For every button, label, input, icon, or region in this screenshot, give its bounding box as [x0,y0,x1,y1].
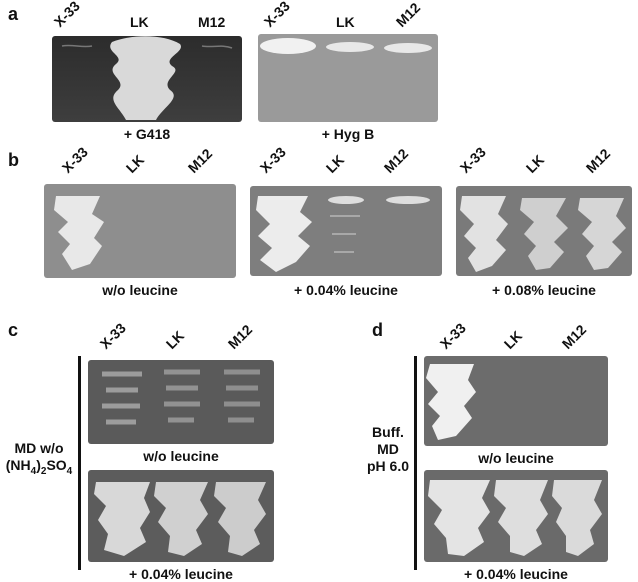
medium-line-3: pH 6.0 [366,458,409,474]
caption-g418: + G418 [123,126,171,142]
plate-hygb [258,34,438,122]
medium-line-2: MD [377,441,399,457]
strain-label-x33: X-33 [96,319,129,352]
strain-label-lk: LK [336,14,355,30]
strain-label-m12: M12 [392,0,424,30]
strain-label-x33: X-33 [456,143,489,176]
caption: w/o leucine [102,282,178,298]
plate-hygb-photo [258,34,438,122]
plate-g418-photo [52,36,242,122]
strain-label-lk: LK [322,151,348,176]
caption: w/o leucine [478,450,554,466]
strain-label-x33: X-33 [256,143,289,176]
panel-label-a: a [8,4,19,24]
strain-label-lk: LK [130,14,149,30]
caption: w/o leucine [143,448,219,464]
strain-label-lk: LK [500,327,526,352]
medium-line-1: MD w/o [14,440,64,456]
plate-b-no-leucine [44,184,236,278]
plate-photo [424,470,608,562]
strain-label-lk: LK [522,151,548,176]
strain-label-m12: M12 [558,321,590,352]
panel-d-divider [414,356,417,570]
strain-label-x33: X-33 [58,143,91,176]
medium-line-1: Buff. [372,424,404,440]
plate-photo [44,184,236,278]
plate-photo [424,356,608,446]
caption-hygb: + Hyg B [321,126,375,142]
plate-g418 [52,36,242,122]
caption: + 0.04% leucine [464,566,568,582]
strain-label-m12: M12 [582,145,614,176]
caption: + 0.08% leucine [492,282,596,298]
plate-b-004-leucine [250,186,442,276]
caption: + 0.04% leucine [129,566,233,582]
panel-label-c: c [8,320,19,340]
strain-label-x33: X-33 [436,319,469,352]
strain-label-m12: M12 [184,145,216,176]
panel-label-b: b [8,150,19,170]
strain-label-m12: M12 [224,321,256,352]
medium-line-2: (NH4)2SO4 [5,457,73,477]
medium-label-d: Buff. MD pH 6.0 [362,424,414,475]
plate-photo [250,186,442,276]
panel-label-d: d [372,320,383,340]
medium-label-c: MD w/o (NH4)2SO4 [4,440,74,480]
plate-c-004-leucine [88,470,274,562]
plate-d-004-leucine [424,470,608,562]
strain-label-x33: X-33 [260,0,293,30]
strain-label-x33: X-33 [50,0,83,30]
strain-label-lk: LK [162,327,188,352]
caption: + 0.04% leucine [294,282,398,298]
panel-c-divider [78,356,81,570]
plate-d-no-leucine [424,356,608,446]
strain-label-m12: M12 [198,14,226,30]
plate-b-008-leucine [456,186,632,276]
plate-photo [88,470,274,562]
plate-photo [88,360,274,444]
plate-c-no-leucine [88,360,274,444]
strain-label-lk: LK [122,151,148,176]
strain-label-m12: M12 [380,145,412,176]
plate-photo [456,186,632,276]
